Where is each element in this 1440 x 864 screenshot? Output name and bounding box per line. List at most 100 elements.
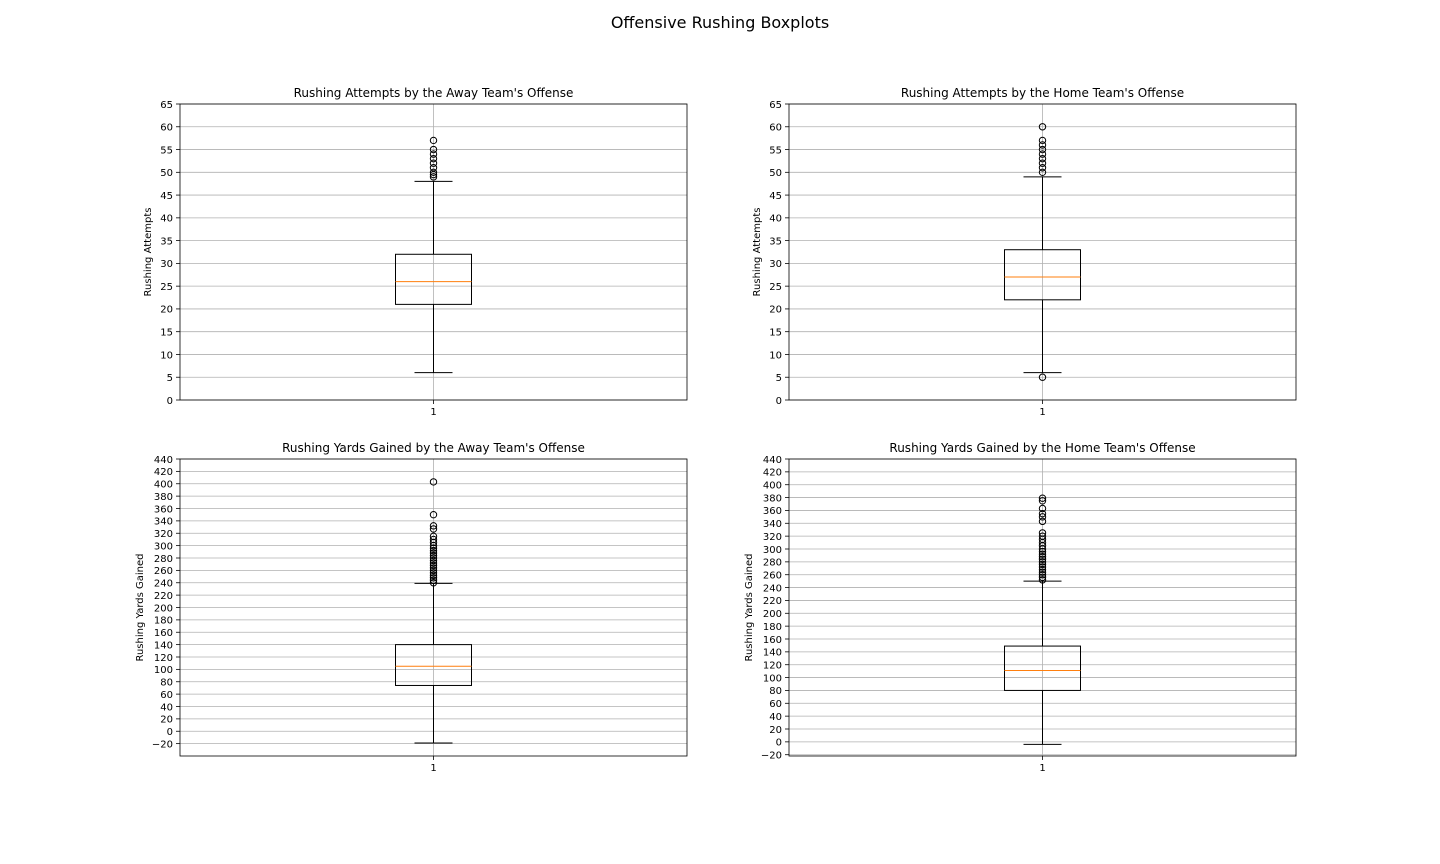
outlier-point [429, 571, 438, 580]
outlier-point [1038, 568, 1047, 576]
y-tick-label: 10 [160, 350, 173, 361]
outlier-point [429, 150, 438, 158]
y-tick-label: 80 [769, 686, 782, 697]
outlier-point [1038, 123, 1047, 131]
x-tick-label: 1 [430, 763, 436, 774]
outlier-point [429, 164, 438, 172]
y-tick-label: 320 [154, 529, 173, 540]
outlier-point [429, 549, 438, 557]
y-tick-label: 120 [763, 661, 782, 672]
outlier-point [1038, 555, 1047, 563]
outlier-point [1038, 159, 1047, 167]
y-tick-label: 25 [160, 282, 173, 293]
outlier-point [429, 551, 438, 560]
y-tick-label: 420 [154, 467, 173, 478]
y-tick-label: 55 [160, 145, 173, 156]
outlier-point [429, 535, 438, 544]
outlier-point [1038, 529, 1047, 537]
y-tick-label: 220 [154, 591, 173, 602]
y-tick-label: 140 [763, 648, 782, 659]
y-tick-label: 5 [776, 373, 782, 384]
outlier-point [1038, 517, 1047, 526]
y-tick-label: 35 [160, 236, 173, 247]
outlier-point [1038, 504, 1047, 513]
x-tick-label: 1 [1039, 763, 1045, 774]
x-tick-label: 1 [430, 407, 436, 418]
y-tick-label: 55 [769, 145, 782, 156]
y-tick-label: 360 [154, 504, 173, 515]
outlier-point [1038, 509, 1047, 518]
y-tick-label: 260 [763, 571, 782, 582]
y-tick-label: 45 [769, 191, 782, 202]
y-tick-label: 380 [763, 493, 782, 504]
outlier-point [1038, 558, 1047, 566]
y-tick-label: 40 [769, 712, 782, 723]
y-tick-label: 40 [160, 214, 173, 225]
y-tick-label: 340 [763, 519, 782, 530]
outlier-point [429, 566, 438, 575]
outlier-point [1038, 513, 1047, 521]
y-tick-label: 5 [167, 373, 173, 384]
y-tick-label: 240 [763, 583, 782, 594]
y-tick-label: 60 [160, 123, 173, 134]
y-tick-label: 400 [763, 481, 782, 492]
y-tick-label: 140 [154, 640, 173, 651]
outlier-point [429, 556, 438, 565]
iqr-box [395, 253, 472, 305]
outlier-point [429, 579, 438, 587]
y-tick-label: 340 [154, 517, 173, 528]
y-tick-label: 20 [769, 305, 782, 316]
x-tick-label: 1 [1039, 407, 1045, 418]
y-tick-label: 0 [167, 396, 173, 407]
outlier-point [429, 145, 438, 154]
y-tick-label: 300 [763, 545, 782, 556]
y-tick-label: 0 [776, 396, 782, 407]
y-tick-label: 100 [154, 665, 173, 676]
y-tick-label: 30 [769, 259, 782, 270]
subplot-title: Rushing Attempts by the Away Team's Offe… [294, 86, 574, 100]
y-tick-label: 50 [769, 168, 782, 179]
subplot-2: 0 5 10 15 20 25 30 35 40 45 50 55 60 65 1 Rushing Attem… [752, 86, 1297, 418]
outlier-point [1038, 565, 1047, 574]
y-tick-label: 65 [160, 100, 173, 111]
outlier-point [429, 532, 438, 541]
y-tick-label: 440 [763, 455, 782, 466]
outlier-point [429, 546, 438, 555]
y-tick-label: 60 [160, 690, 173, 701]
y-tick-label: 65 [769, 100, 782, 111]
y-tick-label: 10 [769, 350, 782, 361]
y-tick-label: 25 [769, 282, 782, 293]
subplot-title: Rushing Yards Gained by the Away Team's … [282, 441, 585, 455]
y-tick-label: 180 [154, 616, 173, 627]
y-tick-label: 280 [763, 558, 782, 569]
outlier-point [1038, 576, 1047, 584]
y-tick-label: 200 [154, 603, 173, 614]
outlier-point [1038, 150, 1047, 158]
outlier-point [1038, 532, 1047, 540]
y-tick-label: 420 [763, 468, 782, 479]
y-tick-label: 300 [154, 541, 173, 552]
iqr-box [395, 644, 472, 686]
y-tick-label: 20 [160, 715, 173, 726]
outlier-point [429, 544, 438, 552]
subplot-title: Rushing Attempts by the Home Team's Offe… [901, 86, 1184, 100]
figure-title: Offensive Rushing Boxplots [610, 13, 830, 32]
y-tick-label: 50 [160, 168, 173, 179]
outlier-point [1038, 563, 1047, 571]
y-tick-label: −20 [152, 739, 173, 750]
y-tick-label: 15 [769, 327, 782, 338]
y-tick-label: 40 [769, 214, 782, 225]
y-axis-label: Rushing Yards Gained [135, 553, 146, 661]
y-tick-label: 160 [154, 628, 173, 639]
y-axis-label: Rushing Attempts [143, 208, 154, 297]
y-tick-label: 180 [763, 622, 782, 633]
outlier-point [1038, 168, 1047, 177]
outlier-point [1038, 571, 1047, 579]
y-tick-label: −20 [761, 751, 782, 762]
y-tick-label: 20 [769, 725, 782, 736]
outlier-point [1038, 547, 1047, 556]
y-tick-label: 0 [776, 738, 782, 749]
outlier-point [1038, 494, 1047, 502]
outlier-point [1038, 373, 1047, 381]
